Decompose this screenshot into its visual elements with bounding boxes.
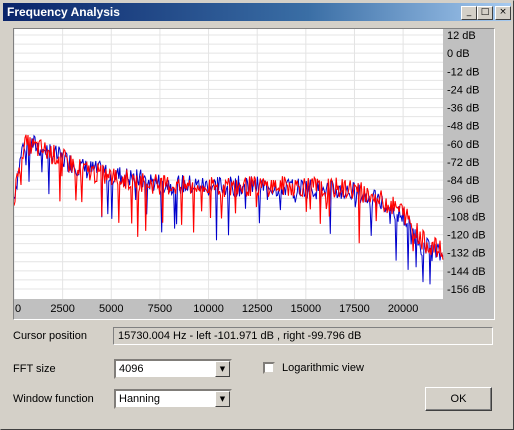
cursor-position-label: Cursor position xyxy=(13,330,87,342)
y-tick-label: -120 dB xyxy=(447,230,486,242)
y-tick-label: -72 dB xyxy=(447,157,479,169)
y-tick-label: -24 dB xyxy=(447,84,479,96)
spectrum-chart[interactable]: 12 dB 0 dB -12 dB -24 dB -36 dB -48 dB -60 dB -… xyxy=(13,29,494,319)
window-function-select[interactable]: Hanning ▼ xyxy=(114,389,232,409)
y-tick-label: -48 dB xyxy=(447,121,479,133)
chevron-down-icon[interactable]: ▼ xyxy=(215,391,230,407)
minimize-button[interactable]: _ xyxy=(461,6,477,20)
maximize-button[interactable]: □ xyxy=(477,6,493,20)
plot-area xyxy=(14,29,443,299)
fft-size-label: FFT size xyxy=(13,363,56,375)
window-title: Frequency Analysis xyxy=(7,5,120,19)
title-bar[interactable]: Frequency Analysis _ □ × xyxy=(3,3,511,21)
y-tick-label: -36 dB xyxy=(447,103,479,115)
x-tick-label: 12500 xyxy=(242,303,273,315)
x-tick-label: 17500 xyxy=(339,303,370,315)
y-tick-label: -132 dB xyxy=(447,248,486,260)
x-axis-panel xyxy=(14,299,443,319)
close-button[interactable]: × xyxy=(495,6,511,20)
y-tick-label: 0 dB xyxy=(447,48,470,60)
x-tick-label: 7500 xyxy=(148,303,172,315)
window-function-value: Hanning xyxy=(119,393,160,405)
x-tick-label: 2500 xyxy=(50,303,74,315)
fft-size-select[interactable]: 4096 ▼ xyxy=(114,359,232,379)
chevron-down-icon[interactable]: ▼ xyxy=(215,361,230,377)
cursor-position-readout: 15730.004 Hz - left -101.971 dB , right … xyxy=(113,327,493,345)
ok-button[interactable]: OK xyxy=(425,387,492,411)
logarithmic-view-checkbox[interactable] xyxy=(263,362,275,374)
spectrum-plot[interactable]: 12 dB 0 dB -12 dB -24 dB -36 dB -48 dB -60 dB -… xyxy=(13,28,495,320)
y-tick-label: 12 dB xyxy=(447,30,476,42)
y-tick-label: -12 dB xyxy=(447,66,479,78)
x-tick-label: 5000 xyxy=(99,303,123,315)
y-tick-label: -60 dB xyxy=(447,139,479,151)
fft-size-value: 4096 xyxy=(119,363,144,375)
x-tick-label: 10000 xyxy=(193,303,224,315)
logarithmic-view-label[interactable]: Logarithmic view xyxy=(282,362,364,374)
y-tick-label: -96 dB xyxy=(447,193,479,205)
series-line-right xyxy=(13,134,444,260)
x-tick-label: 15000 xyxy=(291,303,322,315)
y-axis-panel xyxy=(443,29,494,319)
y-tick-label: -108 dB xyxy=(447,211,486,223)
y-tick-label: -144 dB xyxy=(447,266,486,278)
x-tick-label: 0 xyxy=(15,303,21,315)
y-tick-label: -156 dB xyxy=(447,284,486,296)
y-tick-label: -84 dB xyxy=(447,175,479,187)
window-function-label: Window function xyxy=(13,393,94,405)
x-tick-label: 20000 xyxy=(388,303,419,315)
